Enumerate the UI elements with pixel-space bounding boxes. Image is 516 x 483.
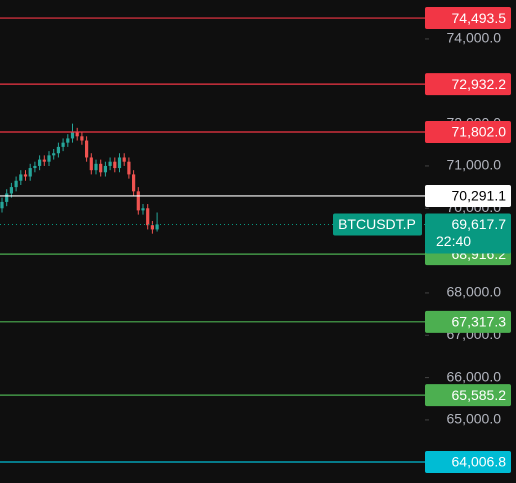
candle-body: [28, 168, 32, 177]
symbol-label: BTCUSDT.P: [338, 216, 416, 232]
y-tick-label: 65,000.0: [447, 411, 502, 427]
candle-body: [75, 132, 79, 137]
current-price-label: 69,617.7: [452, 216, 507, 232]
price-level-label: 71,802.0: [452, 124, 507, 140]
candle-body: [132, 174, 136, 192]
price-level-label: 72,932.2: [452, 76, 507, 92]
candle-body: [141, 208, 145, 211]
price-level-box: [425, 120, 511, 143]
candle-body: [56, 146, 60, 154]
y-tick-label: 68,000.0: [447, 284, 502, 300]
candle-body: [42, 159, 46, 162]
candle-body: [38, 159, 42, 166]
candle-body: [146, 208, 150, 226]
candle-body: [155, 224, 159, 230]
price-level-box: [425, 450, 511, 473]
y-tick-label: 66,000.0: [447, 368, 502, 384]
candle-body: [19, 174, 23, 181]
price-level-label: 64,006.8: [452, 454, 507, 470]
candle-body: [9, 187, 13, 194]
y-tick-label: 74,000.0: [447, 30, 502, 46]
candle-body: [150, 225, 154, 230]
candle-body: [52, 153, 56, 156]
price-level-box: [425, 384, 511, 407]
candle-body: [117, 157, 122, 169]
candle-body: [5, 193, 9, 202]
candle-body: [108, 161, 112, 166]
candle-body: [0, 201, 4, 209]
symbol-box: [333, 213, 422, 236]
y-tick-label: 71,000.0: [447, 157, 502, 173]
price-level-label: 67,317.3: [452, 314, 507, 330]
price-level-box: [425, 7, 511, 30]
candle-body: [70, 132, 75, 139]
candle-body: [61, 142, 65, 147]
price-level-label: 65,585.2: [452, 387, 507, 403]
price-level-box: [425, 310, 511, 333]
candle-body: [33, 165, 37, 169]
candle-body: [113, 161, 117, 169]
candle-body: [80, 136, 84, 141]
price-level-box: [425, 73, 511, 96]
candle-body: [99, 163, 103, 173]
candle-body: [14, 180, 18, 188]
candle-body: [122, 157, 126, 162]
price-level-label: 70,291.1: [452, 188, 507, 204]
price-level-box: [425, 184, 511, 207]
candle-body: [136, 191, 140, 211]
candle-body: [127, 161, 131, 175]
price-level-label: 74,493.5: [452, 10, 507, 26]
candle-body: [89, 157, 93, 171]
candle-body: [47, 155, 51, 162]
candle-body: [103, 165, 107, 173]
candle-body: [94, 163, 98, 171]
countdown-label: 22:40: [436, 233, 471, 249]
current-price-box: [425, 213, 511, 254]
candle-body: [66, 138, 70, 143]
candle-body: [23, 174, 28, 177]
candle-body: [85, 140, 89, 158]
